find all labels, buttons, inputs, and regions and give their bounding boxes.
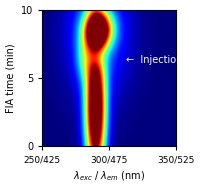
Y-axis label: FIA time (min): FIA time (min) bbox=[6, 43, 16, 113]
X-axis label: $\lambda_{exc}$ / $\lambda_{em}$ (nm): $\lambda_{exc}$ / $\lambda_{em}$ (nm) bbox=[73, 170, 145, 184]
Text: ←  Injection: ← Injection bbox=[126, 55, 183, 65]
